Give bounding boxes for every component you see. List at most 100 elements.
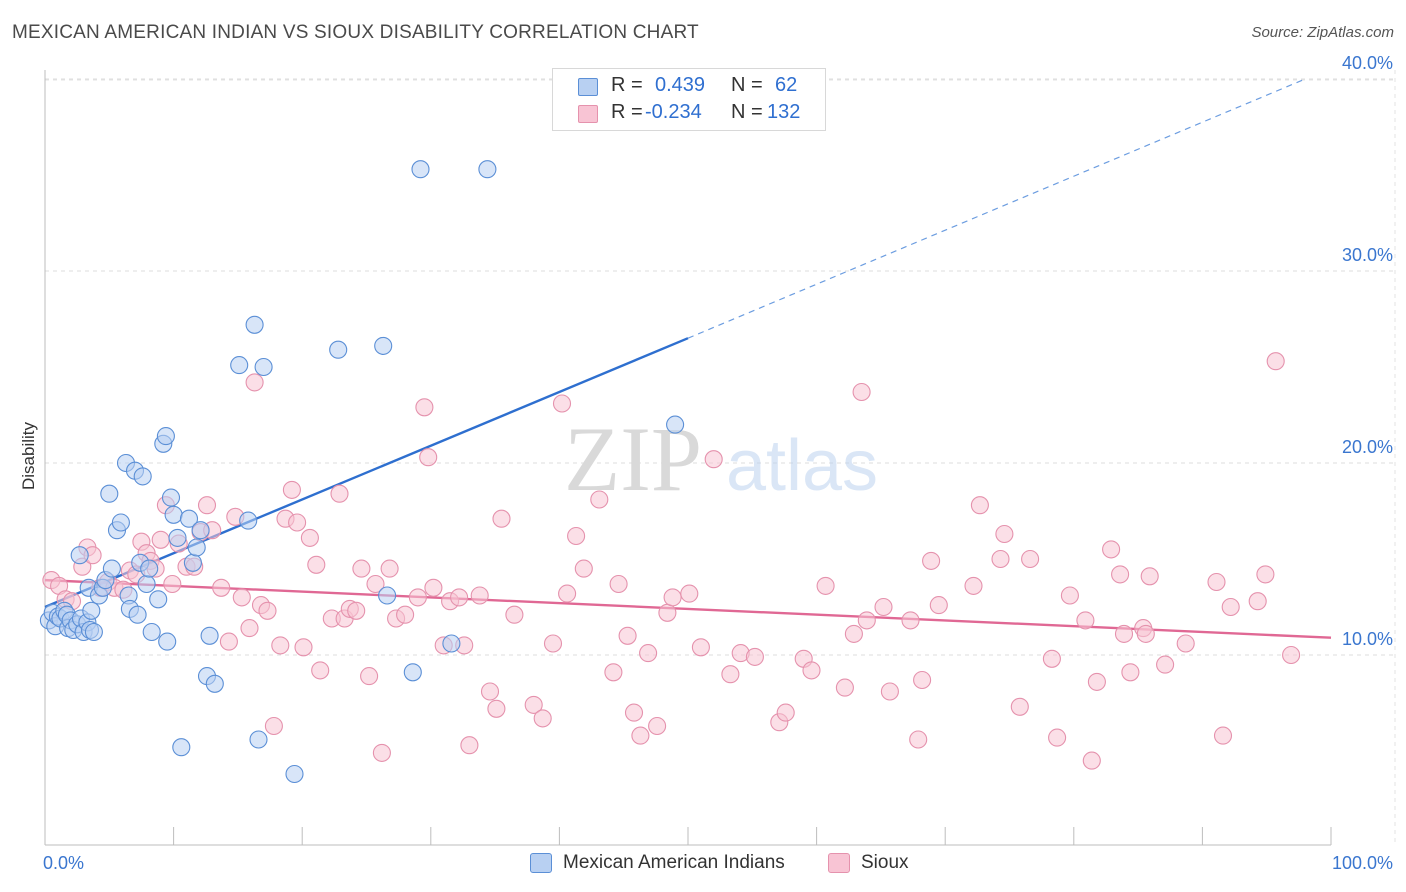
point-sioux [704,450,723,469]
point-sioux [492,509,511,528]
point-sioux [857,611,876,630]
point-sioux [913,670,932,690]
point-mexican [200,626,219,645]
point-sioux [816,576,835,595]
point-sioux [307,555,326,574]
point-sioux [852,382,871,402]
point-mexican [442,634,461,653]
point-sioux [380,559,399,578]
point-mexican [84,622,103,642]
point-sioux [567,526,586,546]
legend-n-label: N = [731,101,763,123]
point-mexican [70,546,89,565]
point-sioux [1266,352,1285,371]
point-mexican [183,553,202,572]
stats-legend: R = 0.439 N = 62 R = -0.234 N = 132 [552,68,826,131]
point-mexican [111,513,130,532]
legend-r-label: R = [611,74,643,96]
point-sioux [1156,655,1175,674]
point-mexican [172,738,191,757]
legend-swatch-sioux [578,105,598,123]
y-tick-label: 10.0% [1342,629,1393,649]
series-label-sioux: Sioux [861,852,909,873]
point-sioux [721,665,740,684]
point-sioux [648,716,667,736]
point-sioux [663,588,682,607]
point-sioux [1207,572,1226,592]
series-swatch-mexican [530,853,552,873]
point-mexican [230,356,249,375]
point-sioux [372,743,391,762]
point-sioux [311,661,330,680]
point-sioux [288,513,307,532]
point-sioux [1221,597,1240,617]
point-mexican [100,484,119,503]
point-sioux [624,703,644,722]
point-mexican [137,574,156,594]
point-sioux [360,667,379,686]
point-sioux [929,596,948,615]
point-sioux [1176,634,1195,653]
point-sioux [264,716,283,736]
point-sioux [415,398,434,417]
point-sioux [424,578,443,597]
point-sioux [1140,567,1159,586]
point-sioux [639,644,658,663]
point-sioux [1060,586,1079,605]
point-sioux [300,528,319,547]
point-sioux [1048,728,1067,747]
point-sioux [1256,565,1275,584]
point-mexican [403,663,422,682]
point-sioux [460,736,479,755]
legend-r-value: -0.234 [645,101,702,123]
point-mexican [285,764,304,784]
point-sioux [408,588,427,607]
point-sioux [1213,726,1233,745]
point-sioux [487,699,506,718]
point-sioux [552,394,572,413]
data-points [39,160,1301,784]
trendline-extension-mexican [687,78,1306,339]
point-mexican [179,509,199,528]
y-tick-label: 40.0% [1342,53,1393,73]
point-sioux [874,597,893,617]
point-sioux [609,574,628,594]
point-sioux [1102,540,1121,559]
point-mexican [374,336,393,355]
point-sioux [835,678,854,697]
tick-labels: 10.0% 20.0% 30.0% 40.0% 0.0% 100.0% [43,53,1393,873]
point-mexican [245,315,264,334]
point-sioux [901,611,920,630]
point-sioux [294,638,313,657]
point-sioux [558,584,577,603]
chart-source: Source: ZipAtlas.com [1251,24,1394,41]
point-sioux [470,586,489,605]
point-sioux [995,524,1014,544]
point-mexican [168,528,187,547]
y-axis-label: Disability [19,421,38,490]
point-sioux [745,647,764,666]
point-sioux [880,682,899,701]
point-sioux [1248,592,1267,611]
point-sioux [366,574,385,594]
point-sioux [1021,549,1040,569]
y-tick-label: 30.0% [1342,245,1393,265]
watermark-atlas: atlas [726,426,878,506]
point-mexican [249,730,268,749]
point-sioux [396,605,415,624]
point-sioux [352,559,371,578]
point-sioux [271,636,290,655]
point-sioux [282,480,301,499]
point-sioux [163,574,182,594]
point-sioux [970,496,989,515]
point-mexican [378,586,397,605]
point-sioux [922,551,941,570]
point-sioux [1042,649,1061,668]
legend-swatch-mexican [578,78,598,96]
trendline-sioux [44,578,1332,639]
point-sioux [1082,751,1101,770]
series-swatch-sioux [828,853,850,873]
point-sioux [419,448,438,467]
point-sioux [691,638,710,657]
point-mexican [82,601,101,620]
